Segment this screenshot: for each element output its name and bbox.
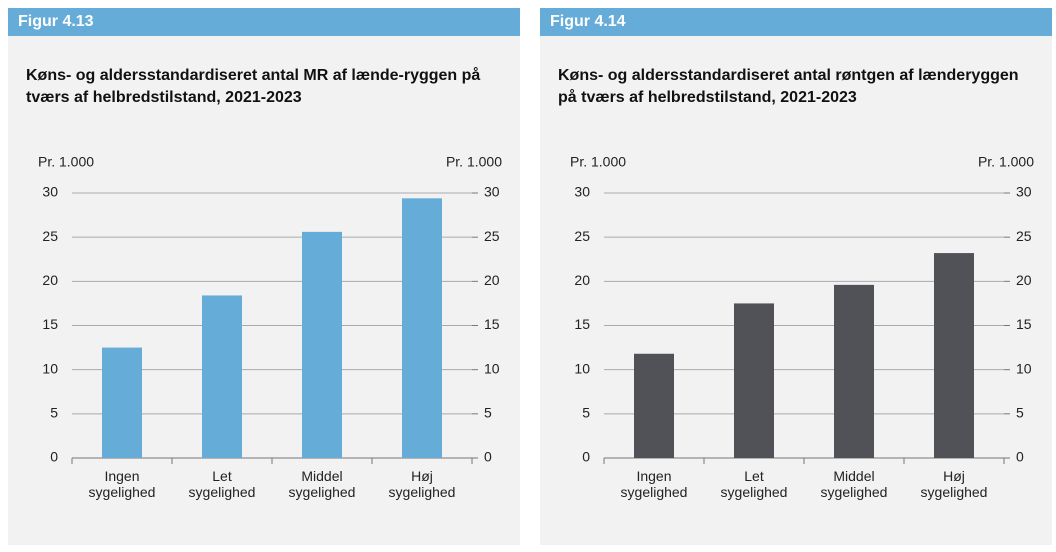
y-axis-label: Pr. 1.000 <box>570 154 626 170</box>
y2-tick-label: 20 <box>1016 272 1032 288</box>
y2-tick-label: 10 <box>484 360 500 376</box>
bar <box>634 353 674 458</box>
x-tick-label: Ingen sygelighed <box>620 468 688 500</box>
y-tick-label: 15 <box>42 316 58 332</box>
chart: Pr. 1.000 Pr. 1.000 0 5 10 15 20 25 30 0 5 10 15 20 25… <box>570 154 1034 465</box>
bar <box>834 284 874 458</box>
bar <box>302 231 342 458</box>
y2-tick-label: 30 <box>1016 184 1032 200</box>
y2-axis-label: Pr. 1.000 <box>978 154 1034 170</box>
y2-tick-label: 20 <box>484 272 500 288</box>
y-tick-label: 25 <box>574 228 590 244</box>
y-tick-label: 5 <box>582 405 590 421</box>
y-tick-label: 20 <box>42 272 58 288</box>
y-tick-label: 15 <box>574 316 590 332</box>
bar <box>402 198 442 459</box>
x-tick-label: Let sygelighed <box>188 468 256 500</box>
y2-tick-label: 25 <box>484 228 500 244</box>
y2-tick-label: 15 <box>1016 316 1032 332</box>
x-tick-label: Middel sygelighed <box>820 468 888 500</box>
x-tick-label: Middel sygelighed <box>288 468 356 500</box>
y-tick-label: 30 <box>574 184 590 200</box>
y2-axis-label: Pr. 1.000 <box>446 154 502 170</box>
y-tick-label: 20 <box>574 272 590 288</box>
y2-tick-label: 5 <box>484 405 492 421</box>
y2-tick-label: 30 <box>484 184 500 200</box>
chart-title: Køns- og aldersstandardiseret antal rønt… <box>558 67 1019 106</box>
x-tick-label: Let sygelighed <box>720 468 788 500</box>
figure-label: Figur 4.13 <box>8 8 520 36</box>
y2-tick-label: 0 <box>1016 449 1024 465</box>
y2-tick-label: 0 <box>484 449 492 465</box>
y-tick-label: 30 <box>42 184 58 200</box>
y-tick-label: 0 <box>582 449 590 465</box>
y-tick-label: 5 <box>50 405 58 421</box>
x-tick-label: Høj sygelighed <box>920 468 988 500</box>
y-axis-label: Pr. 1.000 <box>38 154 94 170</box>
y2-tick-label: 10 <box>1016 360 1032 376</box>
chart-panel: Figur 4.13 Køns- og aldersstandardiseret … <box>8 8 520 545</box>
y-tick-label: 10 <box>574 360 590 376</box>
chart-title: Køns- og aldersstandardiseret antal MR a… <box>26 67 481 106</box>
bar <box>202 295 242 458</box>
bar <box>102 347 142 458</box>
y2-tick-label: 5 <box>1016 405 1024 421</box>
bar <box>734 303 774 458</box>
y-tick-label: 10 <box>42 360 58 376</box>
chart: Pr. 1.000 Pr. 1.000 0 5 10 15 20 25 30 0 5 10 15 20 25… <box>38 154 502 465</box>
y-tick-label: 25 <box>42 228 58 244</box>
bar <box>934 253 974 458</box>
x-tick-label: Ingen sygelighed <box>88 468 156 500</box>
y-tick-label: 0 <box>50 449 58 465</box>
x-tick-label: Høj sygelighed <box>388 468 456 500</box>
y2-tick-label: 15 <box>484 316 500 332</box>
figure-label: Figur 4.14 <box>540 8 1052 36</box>
chart-panel: Figur 4.14 Køns- og aldersstandardiseret … <box>540 8 1052 545</box>
y2-tick-label: 25 <box>1016 228 1032 244</box>
